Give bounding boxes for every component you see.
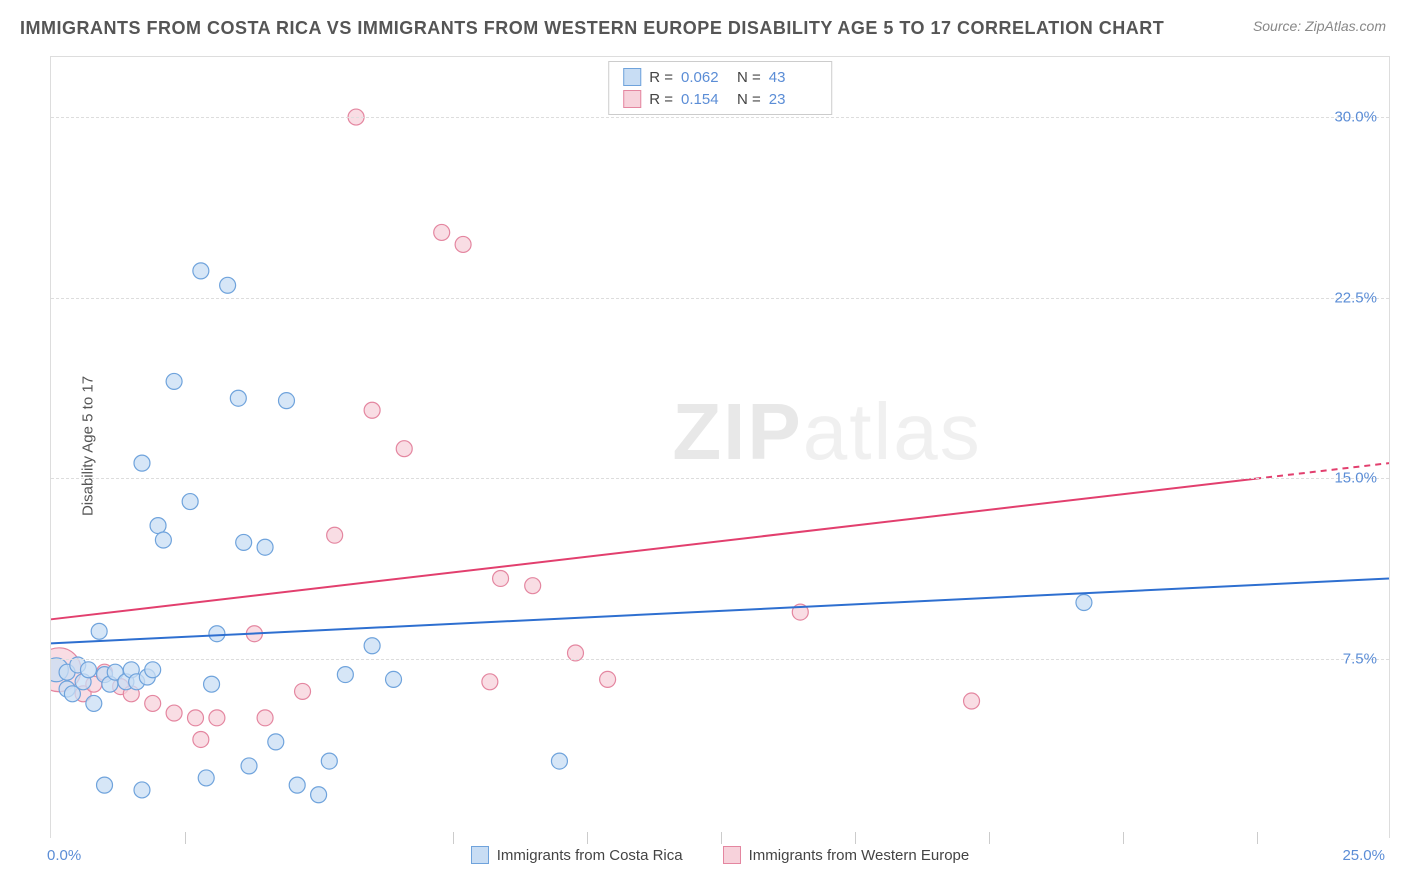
data-point <box>193 263 209 279</box>
data-point <box>278 393 294 409</box>
data-point <box>209 710 225 726</box>
data-point <box>964 693 980 709</box>
data-point <box>551 753 567 769</box>
swatch-western-europe <box>623 90 641 108</box>
x-tick-mark <box>1123 832 1124 844</box>
data-point <box>434 224 450 240</box>
stats-row-western-europe: R = 0.154 N = 23 <box>623 88 817 110</box>
data-point <box>80 662 96 678</box>
data-point <box>145 662 161 678</box>
data-point <box>311 787 327 803</box>
data-point <box>241 758 257 774</box>
data-point <box>230 390 246 406</box>
data-point <box>600 671 616 687</box>
legend-label-costa-rica: Immigrants from Costa Rica <box>497 847 683 864</box>
trend-line <box>51 479 1255 620</box>
scatter-plot <box>51 57 1389 838</box>
x-tick-mark <box>855 832 856 844</box>
data-point <box>134 455 150 471</box>
data-point <box>337 667 353 683</box>
stat-n-label: N = <box>737 91 761 108</box>
data-point <box>193 731 209 747</box>
y-tick-label: 7.5% <box>1343 650 1377 667</box>
data-point <box>236 534 252 550</box>
grid-line <box>51 117 1389 118</box>
data-point <box>155 532 171 548</box>
data-point <box>220 277 236 293</box>
stat-n-value-costa-rica: 43 <box>769 69 817 86</box>
data-point <box>182 494 198 510</box>
y-tick-label: 22.5% <box>1334 289 1377 306</box>
y-tick-label: 30.0% <box>1334 109 1377 126</box>
data-point <box>198 770 214 786</box>
data-point <box>1076 595 1092 611</box>
data-point <box>166 705 182 721</box>
x-tick-label: 25.0% <box>1342 847 1385 864</box>
data-point <box>145 695 161 711</box>
trend-line <box>51 578 1389 643</box>
bottom-legend: Immigrants from Costa Rica Immigrants fr… <box>51 846 1389 864</box>
data-point <box>166 373 182 389</box>
data-point <box>188 710 204 726</box>
chart-area: ZIPatlas R = 0.062 N = 43 R = 0.154 N = … <box>50 56 1390 838</box>
data-point <box>91 623 107 639</box>
x-tick-mark <box>989 832 990 844</box>
data-point <box>386 671 402 687</box>
legend-item-costa-rica: Immigrants from Costa Rica <box>471 846 683 864</box>
data-point <box>482 674 498 690</box>
swatch-costa-rica <box>623 68 641 86</box>
stats-row-costa-rica: R = 0.062 N = 43 <box>623 66 817 88</box>
data-point <box>295 683 311 699</box>
chart-title: IMMIGRANTS FROM COSTA RICA VS IMMIGRANTS… <box>20 18 1164 39</box>
data-point <box>493 570 509 586</box>
stat-r-value-costa-rica: 0.062 <box>681 69 729 86</box>
x-tick-mark <box>185 832 186 844</box>
y-tick-label: 15.0% <box>1334 470 1377 487</box>
x-tick-mark <box>587 832 588 844</box>
stat-n-value-western-europe: 23 <box>769 91 817 108</box>
data-point <box>204 676 220 692</box>
data-point <box>268 734 284 750</box>
data-point <box>97 777 113 793</box>
grid-line <box>51 298 1389 299</box>
stat-r-label: R = <box>649 91 673 108</box>
data-point <box>525 578 541 594</box>
x-tick-mark <box>453 832 454 844</box>
data-point <box>455 236 471 252</box>
data-point <box>321 753 337 769</box>
data-point <box>257 710 273 726</box>
data-point <box>327 527 343 543</box>
data-point <box>364 402 380 418</box>
x-tick-mark <box>1257 832 1258 844</box>
data-point <box>257 539 273 555</box>
grid-line <box>51 478 1389 479</box>
data-point <box>364 638 380 654</box>
legend-label-western-europe: Immigrants from Western Europe <box>749 847 970 864</box>
data-point <box>86 695 102 711</box>
x-tick-mark <box>721 832 722 844</box>
source-label: Source: ZipAtlas.com <box>1253 18 1386 34</box>
stat-n-label: N = <box>737 69 761 86</box>
data-point <box>396 441 412 457</box>
x-tick-label: 0.0% <box>47 847 81 864</box>
data-point <box>134 782 150 798</box>
data-point <box>209 626 225 642</box>
stats-legend-box: R = 0.062 N = 43 R = 0.154 N = 23 <box>608 61 832 115</box>
swatch-western-europe <box>723 846 741 864</box>
stat-r-value-western-europe: 0.154 <box>681 91 729 108</box>
legend-item-western-europe: Immigrants from Western Europe <box>723 846 970 864</box>
swatch-costa-rica <box>471 846 489 864</box>
stat-r-label: R = <box>649 69 673 86</box>
data-point <box>289 777 305 793</box>
grid-line <box>51 659 1389 660</box>
data-point <box>150 518 166 534</box>
